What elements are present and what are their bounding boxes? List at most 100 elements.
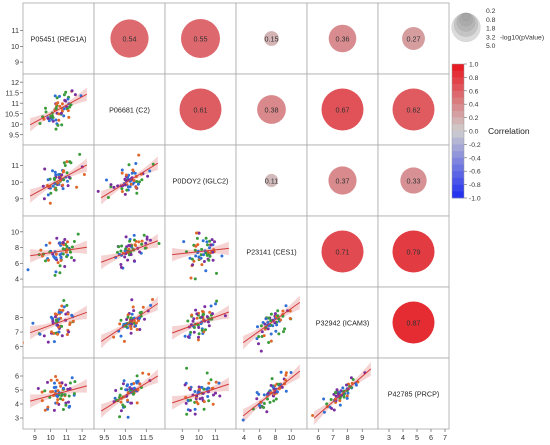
data-point [147, 372, 151, 376]
x-tick-label: 4 [242, 433, 246, 442]
data-point [53, 381, 56, 385]
data-point [195, 312, 199, 316]
color-legend-swatch [452, 64, 464, 71]
data-point [61, 183, 65, 187]
data-point [133, 171, 137, 175]
data-point [338, 403, 342, 407]
data-point [119, 409, 123, 413]
data-point [68, 160, 72, 164]
data-point [192, 317, 196, 321]
data-point [70, 245, 74, 249]
data-point [197, 335, 200, 339]
data-point [67, 330, 71, 334]
cell-plot-area [171, 366, 230, 416]
data-point [329, 398, 333, 401]
data-point [65, 245, 69, 248]
data-point [126, 315, 130, 319]
data-point [125, 318, 129, 321]
data-point [211, 250, 215, 254]
data-point [194, 308, 198, 312]
data-point [289, 371, 293, 374]
data-point [197, 255, 201, 259]
matrix-cell: P0DOY2 (IGLC2) [164, 144, 237, 217]
data-point [65, 255, 69, 259]
data-point [68, 381, 72, 385]
data-point [210, 238, 214, 242]
data-point [119, 387, 123, 391]
y-tick-label: 8 [15, 313, 19, 322]
data-point [143, 317, 146, 321]
data-point [208, 246, 211, 250]
data-point [73, 93, 77, 97]
x-tick-label: 9 [180, 433, 184, 442]
data-point [50, 316, 54, 320]
data-point [273, 321, 277, 325]
data-point [184, 401, 188, 405]
matrix-cell: P32942 (ICAM3) [306, 286, 379, 359]
data-point [124, 235, 128, 239]
data-point [279, 370, 283, 374]
data-point [255, 337, 259, 341]
data-point [145, 235, 149, 239]
data-point [126, 185, 130, 189]
correlation-bubble [392, 230, 435, 273]
data-point [131, 392, 135, 396]
data-point [60, 123, 64, 127]
data-point [196, 323, 200, 327]
color-legend-label: 0.6 [469, 88, 479, 95]
data-point [58, 104, 62, 108]
data-point [109, 183, 113, 187]
data-point [125, 188, 129, 192]
data-point [135, 191, 139, 195]
correlation-bubble [321, 88, 364, 131]
matrix-cell: P06681 (C2) [93, 73, 166, 146]
data-point [57, 118, 61, 122]
data-point [196, 243, 200, 247]
data-point [211, 258, 215, 262]
data-point [120, 187, 124, 191]
data-point [64, 312, 68, 316]
data-point [56, 323, 60, 327]
data-point [269, 319, 273, 323]
color-legend-label: -0.8 [469, 182, 481, 189]
data-point [82, 173, 86, 176]
data-point [53, 176, 56, 180]
color-legend-swatch [452, 137, 464, 145]
data-point [201, 239, 205, 243]
data-point [130, 298, 134, 302]
data-point [334, 394, 338, 398]
data-point [59, 384, 63, 388]
data-point [55, 236, 59, 240]
data-point [212, 393, 215, 397]
color-legend-swatch [452, 84, 464, 92]
matrix-cell [164, 286, 237, 359]
data-point [129, 331, 133, 335]
correlation-value: 0.27 [407, 35, 421, 44]
data-point [269, 312, 273, 316]
data-point [262, 402, 266, 405]
color-legend-swatch [452, 117, 464, 125]
data-point [40, 390, 44, 394]
color-legend-swatch [452, 70, 464, 78]
data-point [64, 401, 68, 405]
data-point [191, 319, 195, 323]
data-point [120, 168, 124, 172]
x-tick-label: 7 [331, 433, 335, 442]
data-point [61, 252, 65, 256]
data-point [56, 332, 60, 336]
y-tick-label: 10.5 [5, 109, 19, 118]
data-point [58, 176, 61, 180]
data-point [322, 397, 326, 401]
x-tick-label: 10 [47, 433, 55, 442]
data-point [211, 402, 215, 406]
data-point [200, 396, 204, 400]
color-legend-label: -1.0 [469, 196, 481, 203]
data-point [64, 383, 68, 387]
data-point [51, 252, 55, 256]
data-point [123, 405, 127, 409]
y-tick-label: 11 [12, 26, 19, 35]
variable-label: P06681 (C2) [109, 106, 150, 115]
matrix-cell: 0.87 [377, 286, 450, 359]
data-point [42, 197, 46, 201]
data-point [60, 173, 64, 177]
